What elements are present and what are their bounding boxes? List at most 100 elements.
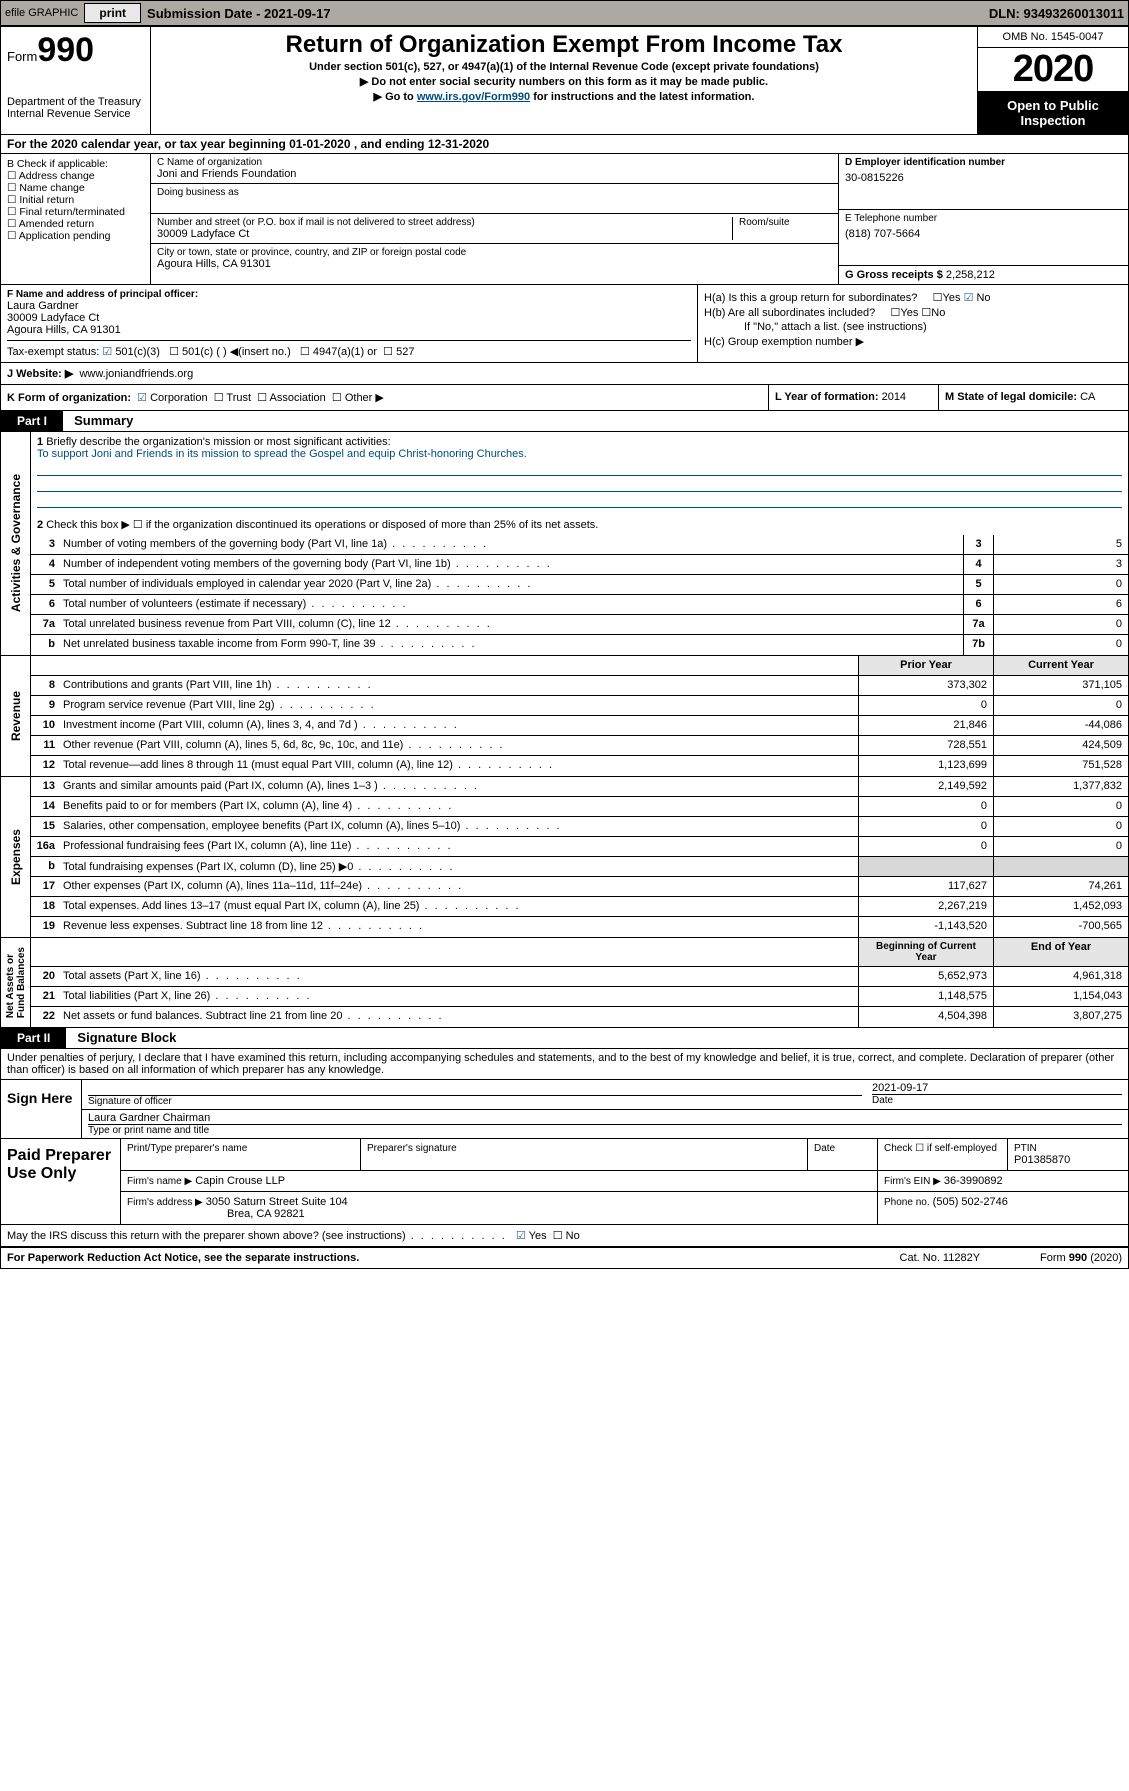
table-row: 9Program service revenue (Part VIII, lin… <box>31 696 1128 716</box>
col-current-year: Current Year <box>993 656 1128 675</box>
open-to-public: Open to Public Inspection <box>978 92 1128 134</box>
firm-phone: (505) 502-2746 <box>933 1196 1008 1208</box>
discuss-no[interactable]: No <box>553 1230 580 1242</box>
firm-phone-label: Phone no. <box>884 1197 930 1208</box>
part-2-title: Signature Block <box>77 1030 176 1045</box>
table-row: 19Revenue less expenses. Subtract line 1… <box>31 917 1128 937</box>
checkbox-4947[interactable]: 4947(a)(1) or <box>300 346 377 358</box>
checkbox-association[interactable]: Association <box>257 392 326 404</box>
tax-status-label: Tax-exempt status: <box>7 346 99 358</box>
submission-date: Submission Date - 2021-09-17 <box>147 6 331 21</box>
side-net-assets: Net Assets or Fund Balances <box>1 938 31 1027</box>
tax-year: 2020 <box>978 48 1128 92</box>
table-row: 11Other revenue (Part VIII, column (A), … <box>31 736 1128 756</box>
box-k: K Form of organization: Corporation Trus… <box>1 385 768 410</box>
period-line: For the 2020 calendar year, or tax year … <box>1 135 1128 154</box>
phone-value: (818) 707-5664 <box>845 228 1122 240</box>
checkbox-application-pending[interactable]: Application pending <box>7 230 144 242</box>
officer-label: F Name and address of principal officer: <box>7 289 691 300</box>
table-row: 3Number of voting members of the governi… <box>31 535 1128 555</box>
checkbox-amended[interactable]: Amended return <box>7 218 144 230</box>
org-name: Joni and Friends Foundation <box>157 168 832 180</box>
table-row: 22Net assets or fund balances. Subtract … <box>31 1007 1128 1027</box>
table-row: 8Contributions and grants (Part VIII, li… <box>31 676 1128 696</box>
checkbox-initial-return[interactable]: Initial return <box>7 194 144 206</box>
checkbox-corporation[interactable]: Corporation <box>137 392 207 404</box>
checkbox-501c[interactable]: 501(c) ( ) ◀(insert no.) <box>169 346 291 358</box>
table-row: 7aTotal unrelated business revenue from … <box>31 615 1128 635</box>
website-label: J Website: ▶ <box>7 368 73 380</box>
form-subtitle-1: Under section 501(c), 527, or 4947(a)(1)… <box>159 61 969 73</box>
officer-name: Laura Gardner <box>7 300 691 312</box>
ptin-value: P01385870 <box>1014 1154 1122 1166</box>
website-value: www.joniandfriends.org <box>79 368 193 380</box>
discuss-yes[interactable]: Yes <box>516 1230 547 1242</box>
dept-treasury: Department of the Treasury Internal Reve… <box>7 96 144 120</box>
cat-no: Cat. No. 11282Y <box>900 1252 981 1264</box>
preparer-name-label: Print/Type preparer's name <box>127 1143 354 1154</box>
checkbox-trust[interactable]: Trust <box>214 392 251 404</box>
header-middle: Return of Organization Exempt From Incom… <box>151 27 978 134</box>
table-row: 12Total revenue—add lines 8 through 11 (… <box>31 756 1128 776</box>
box-b-label: B Check if applicable: <box>7 158 144 170</box>
box-l: L Year of formation: 2014 <box>768 385 938 410</box>
checkbox-address-change[interactable]: Address change <box>7 170 144 182</box>
pra-notice: For Paperwork Reduction Act Notice, see … <box>7 1252 359 1264</box>
sig-name-label: Type or print name and title <box>88 1125 1122 1136</box>
table-row: 13Grants and similar amounts paid (Part … <box>31 777 1128 797</box>
irs-link[interactable]: www.irs.gov/Form990 <box>417 91 530 103</box>
checkbox-501c3[interactable]: 501(c)(3) <box>102 346 160 358</box>
checkbox-final-return[interactable]: Final return/terminated <box>7 206 144 218</box>
h-b-label: H(b) Are all subordinates included? <box>704 307 875 319</box>
part-1-header: Part I Summary <box>1 411 1128 432</box>
table-row: bNet unrelated business taxable income f… <box>31 635 1128 655</box>
city-state-zip: Agoura Hills, CA 91301 <box>157 258 832 270</box>
box-b: B Check if applicable: Address change Na… <box>1 154 151 284</box>
firm-ein: 36-3990892 <box>944 1175 1003 1187</box>
dln: DLN: 93493260013011 <box>989 6 1124 21</box>
ein-label: D Employer identification number <box>845 157 1122 168</box>
firm-addr1: 3050 Saturn Street Suite 104 <box>206 1196 348 1208</box>
checkbox-name-change[interactable]: Name change <box>7 182 144 194</box>
firm-addr-label: Firm's address ▶ <box>127 1197 203 1208</box>
sign-here-label: Sign Here <box>1 1080 81 1138</box>
table-row: 5Total number of individuals employed in… <box>31 575 1128 595</box>
city-label: City or town, state or province, country… <box>157 247 832 258</box>
box-deg: D Employer identification number 30-0815… <box>838 154 1128 284</box>
form-ref: Form 990 (2020) <box>1040 1252 1122 1264</box>
header-right: OMB No. 1545-0047 2020 Open to Public In… <box>978 27 1128 134</box>
firm-name: Capin Crouse LLP <box>195 1175 285 1187</box>
gross-receipts-label: G Gross receipts $ <box>845 269 943 281</box>
checkbox-other[interactable]: Other ▶ <box>332 392 384 404</box>
table-row: 4Number of independent voting members of… <box>31 555 1128 575</box>
perjury-statement: Under penalties of perjury, I declare th… <box>1 1049 1128 1079</box>
part-1-title: Summary <box>74 413 133 428</box>
preparer-date-label: Date <box>814 1143 871 1154</box>
table-row: 17Other expenses (Part IX, column (A), l… <box>31 877 1128 897</box>
sig-date: 2021-09-17 <box>872 1082 1122 1095</box>
checkbox-527[interactable]: 527 <box>383 346 414 358</box>
ptin-label: PTIN <box>1014 1143 1122 1154</box>
box-c: C Name of organization Joni and Friends … <box>151 154 838 284</box>
h-a-no[interactable]: No <box>964 292 991 304</box>
addr-label: Number and street (or P.O. box if mail i… <box>157 217 732 228</box>
discuss-row: May the IRS discuss this return with the… <box>1 1225 1128 1247</box>
org-name-label: C Name of organization <box>157 157 832 168</box>
h-c-label: H(c) Group exemption number ▶ <box>704 335 1122 348</box>
table-row: 20Total assets (Part X, line 16)5,652,97… <box>31 967 1128 987</box>
part-2-badge: Part II <box>1 1028 66 1048</box>
h-a-label: H(a) Is this a group return for subordin… <box>704 292 917 304</box>
phone-label: E Telephone number <box>845 213 1122 224</box>
self-employed-check[interactable]: Check ☐ if self-employed <box>884 1143 1001 1154</box>
firm-addr2: Brea, CA 92821 <box>227 1208 305 1220</box>
box-j: J Website: ▶ www.joniandfriends.org <box>1 363 1128 385</box>
ein-value: 30-0815226 <box>845 172 1122 184</box>
street-address: 30009 Ladyface Ct <box>157 228 732 240</box>
form-990-page: Form990 Department of the Treasury Inter… <box>0 26 1129 1269</box>
part-2-header: Part II Signature Block <box>1 1028 1128 1049</box>
efile-label: efile GRAPHIC <box>5 7 78 19</box>
table-row: bTotal fundraising expenses (Part IX, co… <box>31 857 1128 877</box>
print-button[interactable]: print <box>84 3 141 23</box>
h-note: If "No," attach a list. (see instruction… <box>704 321 1122 333</box>
omb-number: OMB No. 1545-0047 <box>978 27 1128 48</box>
